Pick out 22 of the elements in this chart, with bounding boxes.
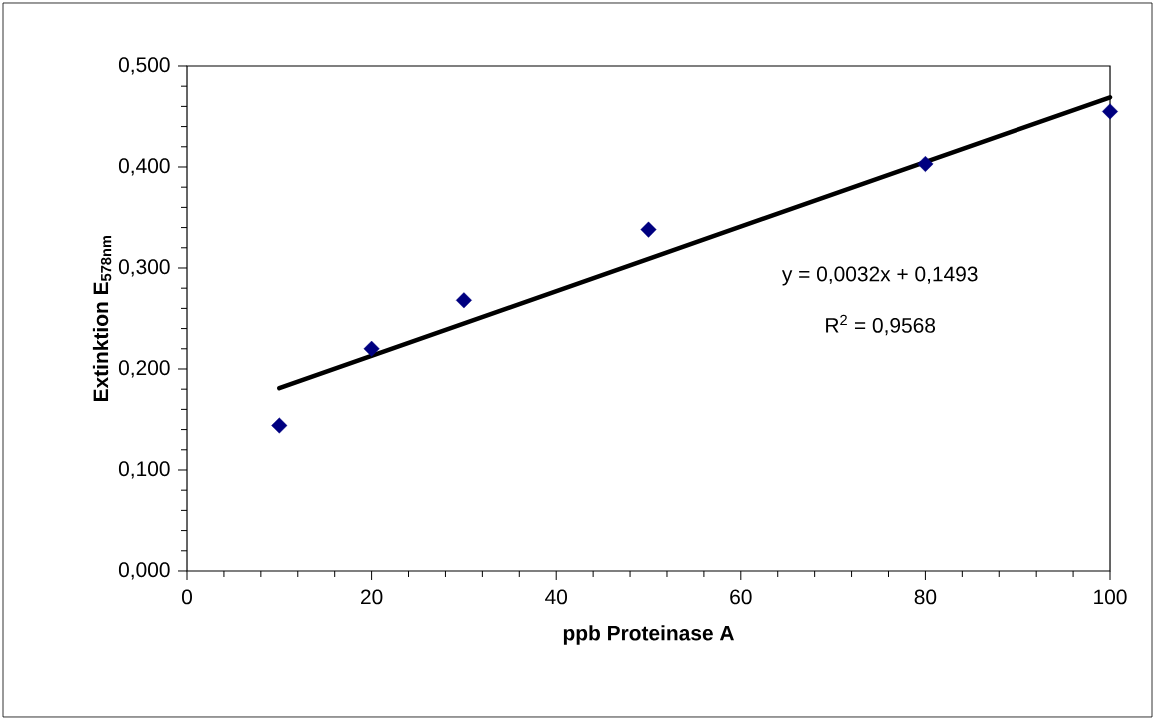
- point: [271, 417, 288, 434]
- point: [917, 155, 934, 172]
- x-tick-label: 80: [914, 589, 937, 605]
- point: [640, 221, 657, 238]
- x-tick-label: 40: [545, 589, 568, 605]
- y-tick-label: 0,100: [118, 461, 170, 479]
- y-axis-title: Extinktion E$_{578nm}$: [92, 236, 112, 401]
- y-tick-label: 0,300: [118, 259, 170, 277]
- y-tick-label: 0,500: [118, 57, 170, 75]
- y-tick-label: 0,400: [118, 158, 170, 176]
- x-axis-title: ppb Proteinase A: [563, 625, 734, 645]
- x-tick-label: 20: [361, 589, 383, 605]
- x-tick-label: 100: [1094, 589, 1127, 605]
- point: [455, 292, 472, 309]
- point: [363, 340, 380, 357]
- x-tick-label: 60: [730, 589, 752, 605]
- y-tick-label: 0,000: [118, 562, 170, 580]
- annotation: R$^{2}$ = 0,9568: [826, 314, 936, 336]
- annotation: y = 0,0032x + 0,1493: [781, 266, 978, 286]
- y-tick-label: 0,200: [118, 360, 170, 378]
- point: [1102, 103, 1118, 120]
- x-tick-label: 0: [182, 589, 192, 605]
